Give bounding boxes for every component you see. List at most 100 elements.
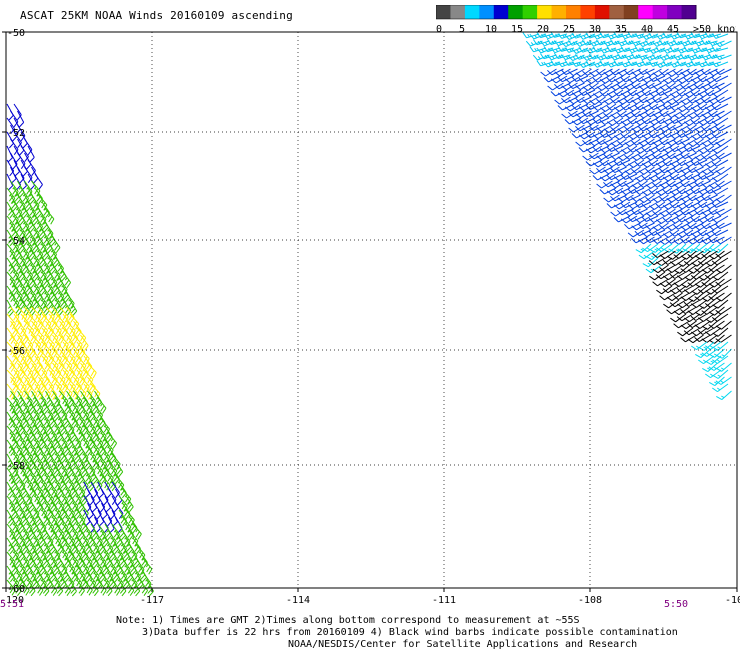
wind-barb bbox=[122, 530, 131, 547]
legend-swatch bbox=[566, 5, 581, 19]
wind-barb bbox=[676, 60, 694, 67]
wind-barb bbox=[115, 558, 123, 576]
wind-barb bbox=[94, 446, 103, 464]
wind-barb bbox=[631, 68, 648, 77]
wind-barb bbox=[27, 509, 37, 526]
wind-barb bbox=[676, 201, 694, 210]
wind-barb bbox=[129, 572, 138, 589]
wind-barb bbox=[66, 404, 76, 421]
wind-barb bbox=[97, 439, 106, 457]
wind-barb bbox=[648, 187, 666, 195]
wind-barb bbox=[701, 82, 718, 91]
legend-label: 45 bbox=[667, 24, 679, 35]
wind-barb bbox=[31, 460, 41, 477]
wind-barb bbox=[705, 355, 722, 365]
wind-barbs bbox=[6, 31, 732, 597]
wind-barb bbox=[680, 222, 697, 231]
wind-barb bbox=[97, 481, 104, 499]
wind-barb bbox=[122, 558, 131, 575]
wind-barb bbox=[38, 432, 46, 450]
wind-barb bbox=[17, 222, 26, 239]
lat-tick-label: -54 bbox=[7, 236, 25, 247]
wind-barb bbox=[41, 467, 51, 484]
wind-barb bbox=[132, 523, 142, 540]
wind-barb bbox=[94, 530, 103, 547]
wind-barb bbox=[66, 572, 75, 589]
wind-barb bbox=[20, 145, 29, 162]
wind-barb bbox=[697, 46, 715, 53]
wind-barb bbox=[582, 110, 599, 118]
wind-barb bbox=[715, 166, 732, 175]
lat-tick-label: -52 bbox=[7, 128, 25, 139]
wind-barb bbox=[705, 327, 722, 336]
wind-barb bbox=[641, 201, 659, 209]
wind-barb bbox=[701, 180, 718, 189]
lon-tick-label: -117 bbox=[140, 595, 164, 606]
wind-barb bbox=[17, 502, 26, 519]
wind-barb bbox=[711, 61, 729, 68]
wind-barb bbox=[80, 558, 90, 575]
wind-barb bbox=[59, 502, 68, 520]
wind-barb bbox=[20, 523, 30, 540]
wind-barb bbox=[550, 31, 568, 38]
wind-barb bbox=[6, 229, 15, 247]
wind-barb bbox=[695, 348, 711, 359]
wind-barb bbox=[90, 467, 98, 485]
wind-barb bbox=[38, 292, 48, 309]
wind-barb bbox=[122, 544, 130, 562]
wind-barb bbox=[111, 481, 120, 498]
wind-barb bbox=[715, 124, 732, 132]
wind-barb bbox=[652, 138, 669, 147]
wind-barb bbox=[690, 229, 708, 238]
wind-barb bbox=[683, 299, 701, 307]
wind-barb bbox=[662, 187, 680, 195]
wind-barb bbox=[568, 124, 585, 133]
wind-barb bbox=[659, 250, 676, 259]
wind-barb bbox=[20, 411, 29, 429]
wind-barb bbox=[634, 159, 652, 167]
wind-barb bbox=[645, 208, 662, 217]
wind-barb bbox=[122, 488, 132, 505]
wind-barb bbox=[24, 222, 32, 240]
wind-barb bbox=[48, 411, 57, 429]
wind-barb bbox=[6, 579, 16, 596]
wind-barb bbox=[45, 446, 53, 464]
wind-barb bbox=[31, 446, 40, 464]
wind-barb bbox=[701, 278, 718, 287]
wind-barb bbox=[683, 229, 701, 237]
wind-barb bbox=[94, 558, 104, 575]
wind-barb bbox=[87, 362, 97, 379]
wind-barb bbox=[108, 446, 117, 464]
wind-barb bbox=[715, 306, 732, 315]
wind-barb bbox=[118, 481, 127, 499]
wind-barb bbox=[66, 446, 75, 463]
wind-barb bbox=[708, 222, 725, 231]
wind-barb bbox=[606, 145, 624, 152]
wind-barb bbox=[646, 250, 662, 261]
wind-barb bbox=[13, 481, 23, 498]
wind-barb bbox=[693, 53, 711, 60]
wind-barb bbox=[41, 439, 51, 456]
wind-barb bbox=[6, 257, 15, 275]
wind-barb bbox=[634, 201, 652, 208]
wind-barb bbox=[45, 208, 55, 225]
wind-barb bbox=[90, 551, 99, 569]
wind-barb bbox=[48, 551, 58, 568]
wind-barb bbox=[24, 250, 32, 268]
wind-barb bbox=[649, 271, 666, 281]
wind-barb bbox=[76, 467, 85, 485]
wind-barb bbox=[666, 96, 683, 105]
wind-barb bbox=[115, 460, 124, 478]
wind-barb bbox=[87, 558, 96, 576]
wind-barb bbox=[676, 229, 694, 238]
wind-barb bbox=[10, 530, 18, 548]
wind-barb bbox=[83, 537, 92, 555]
wind-barb bbox=[6, 397, 16, 414]
wind-barb bbox=[554, 68, 571, 77]
wind-barb bbox=[52, 264, 61, 281]
wind-barb bbox=[652, 264, 669, 274]
wind-barb bbox=[645, 96, 662, 105]
wind-barb bbox=[634, 45, 652, 52]
wind-barb bbox=[24, 390, 33, 407]
